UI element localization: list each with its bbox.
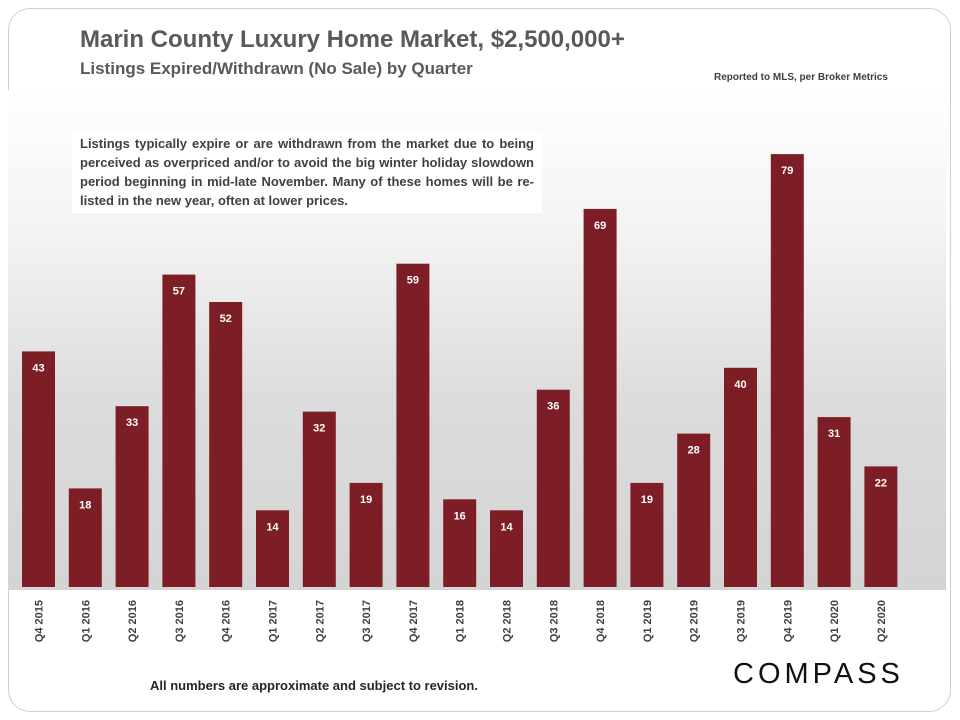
bar-q2-2019: [677, 433, 711, 587]
bar-value-label: 33: [126, 417, 138, 429]
bar-q1-2020: [817, 417, 851, 587]
chart-annotation: Listings typically expire or are withdra…: [72, 133, 542, 213]
x-tick-labels-group: Q4 2015 Q1 2016 Q2 2016 Q3 2016 Q4 2016 Q1 20…: [34, 600, 888, 642]
bar-q4-2017: [396, 263, 430, 587]
x-tick-label: Q4 2015: [34, 600, 46, 642]
bar-q1-2018: [443, 499, 477, 587]
bar-value-label: 69: [594, 220, 606, 232]
bar-value-label: 16: [454, 510, 466, 522]
bar-value-label: 52: [220, 313, 232, 325]
bar-q4-2018: [583, 208, 617, 587]
bar-q4-2019: [770, 154, 804, 587]
x-tick-label: Q3 2018: [548, 600, 560, 642]
bar-q3-2016: [162, 274, 196, 587]
x-tick-label: Q2 2016: [127, 600, 139, 642]
bar-q4-2016: [209, 302, 243, 587]
bar-q2-2017: [302, 411, 336, 587]
bar-value-label: 22: [875, 477, 887, 489]
x-tick-label: Q3 2016: [174, 600, 186, 642]
x-tick-label: Q3 2017: [361, 600, 373, 642]
footnote: All numbers are approximate and subject …: [150, 678, 478, 693]
x-tick-label: Q4 2016: [221, 600, 233, 642]
bar-value-label: 19: [641, 494, 653, 506]
x-tick-label: Q4 2018: [595, 600, 607, 642]
compass-logo: COMPASS: [733, 658, 904, 690]
x-tick-label: Q1 2020: [829, 600, 841, 642]
bar-value-label: 18: [79, 499, 91, 511]
bar-q2-2018: [490, 510, 523, 587]
x-tick-label: Q1 2017: [268, 600, 280, 642]
x-tick-label: Q4 2019: [782, 600, 794, 642]
bar-value-label: 14: [266, 521, 279, 533]
bar-value-label: 59: [407, 275, 419, 287]
bar-q2-2020: [864, 466, 898, 587]
x-tick-label: Q2 2018: [502, 600, 514, 642]
source-note: Reported to MLS, per Broker Metrics: [714, 72, 888, 83]
bar-value-label: 57: [173, 286, 185, 298]
bar-value-label: 43: [32, 362, 44, 374]
x-tick-label: Q1 2016: [80, 600, 92, 642]
bar-q2-2016: [115, 406, 149, 587]
bar-value-label: 31: [828, 428, 840, 440]
x-tick-label: Q1 2018: [455, 600, 467, 642]
bar-value-label: 19: [360, 494, 372, 506]
x-tick-label: Q2 2017: [314, 600, 326, 642]
bar-q1-2019: [630, 482, 664, 587]
x-tick-label: Q2 2019: [689, 600, 701, 642]
bar-value-label: 36: [547, 401, 559, 413]
bar-value-label: 32: [313, 423, 325, 435]
chart-subtitle: Listings Expired/Withdrawn (No Sale) by …: [80, 59, 473, 78]
x-tick-label: Q3 2019: [736, 600, 748, 642]
bars-group: [22, 154, 898, 587]
bar-q3-2017: [349, 482, 383, 587]
x-tick-label: Q2 2020: [876, 600, 888, 642]
x-tick-label: Q1 2019: [642, 600, 654, 642]
x-tick-label: Q4 2017: [408, 600, 420, 642]
bar-labels-group: 43 18 33 57 52 14 32 19 59 16 14 36 69 19 28 40 79 31 22: [32, 165, 887, 533]
bar-value-label: 28: [688, 445, 700, 457]
bar-q3-2019: [724, 367, 757, 587]
bar-value-label: 14: [500, 521, 513, 533]
bar-q1-2017: [256, 510, 289, 587]
bar-value-label: 79: [781, 165, 793, 177]
bar-q1-2016: [68, 488, 102, 587]
bar-value-label: 40: [734, 379, 746, 391]
bar-q4-2015: [22, 351, 55, 587]
chart-title: Marin County Luxury Home Market, $2,500,…: [80, 26, 625, 53]
bar-q3-2018: [536, 389, 570, 587]
